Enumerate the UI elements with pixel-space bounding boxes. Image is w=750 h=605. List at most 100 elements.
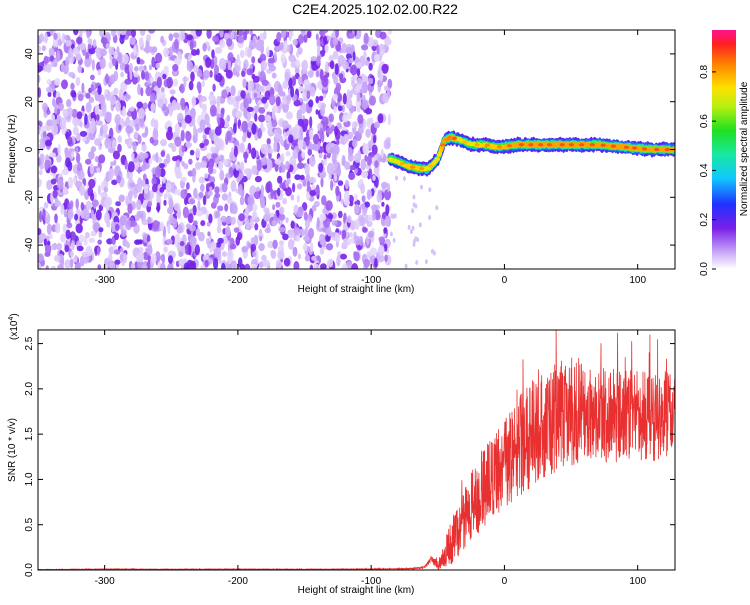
noise-blob xyxy=(278,213,286,221)
noise-blob xyxy=(156,194,160,203)
noise-blob xyxy=(251,56,256,64)
noise-blob xyxy=(292,149,298,158)
noise-blob xyxy=(341,42,347,54)
snr-series-line xyxy=(38,330,675,570)
noise-blob xyxy=(75,133,81,142)
noise-blob xyxy=(65,39,72,47)
noise-blob xyxy=(193,124,197,137)
noise-blob xyxy=(71,91,77,98)
x-tick-label: -300 xyxy=(95,275,115,286)
noise-blob xyxy=(136,56,141,65)
noise-region xyxy=(38,30,439,269)
noise-blob xyxy=(50,178,57,185)
noise-blob xyxy=(227,197,233,205)
noise-blob xyxy=(303,211,308,221)
noise-blob xyxy=(64,244,70,253)
noise-blob xyxy=(200,264,204,269)
noise-blob xyxy=(249,39,257,50)
noise-blob xyxy=(120,30,127,36)
noise-blob xyxy=(282,198,287,205)
noise-blob xyxy=(117,135,122,143)
noise-blob xyxy=(204,113,210,126)
noise-blob xyxy=(243,31,248,41)
ridge-peak xyxy=(518,143,525,147)
noise-blob xyxy=(379,31,387,40)
noise-blob xyxy=(225,226,231,237)
noise-blob xyxy=(170,181,176,194)
noise-blob xyxy=(235,164,240,171)
noise-blob xyxy=(256,159,262,172)
noise-blob xyxy=(288,31,292,41)
noise-blob xyxy=(316,53,321,64)
noise-blob xyxy=(107,147,116,154)
noise-blob xyxy=(373,53,380,62)
y-tick-label: 0.5 xyxy=(24,517,35,531)
noise-blob xyxy=(200,183,205,192)
noise-blob xyxy=(266,159,273,171)
noise-blob xyxy=(249,30,253,36)
noise-blob xyxy=(82,208,90,220)
noise-blob xyxy=(104,89,108,96)
snr-frame xyxy=(37,329,676,571)
noise-blob xyxy=(192,116,196,127)
noise-blob xyxy=(142,152,149,159)
noise-blob xyxy=(94,155,100,163)
noise-blob xyxy=(383,188,392,201)
noise-blob xyxy=(163,246,168,253)
noise-blob xyxy=(241,120,248,133)
noise-blob xyxy=(38,210,43,223)
noise-blob xyxy=(246,106,254,113)
x-tick-label: 0 xyxy=(502,576,508,587)
colorbar-tick-label: 0.8 xyxy=(699,64,710,78)
noise-blob xyxy=(319,170,327,179)
noise-blob xyxy=(267,57,276,64)
noise-blob xyxy=(120,227,127,237)
noise-blob xyxy=(118,194,125,203)
noise-blob xyxy=(349,164,357,171)
noise-blob xyxy=(90,192,95,202)
noise-blob xyxy=(323,154,327,161)
noise-blob xyxy=(271,72,277,79)
colorbar: 0.0 0.2 0.4 0.6 0.8 Normalized spectral ampl… xyxy=(699,30,750,276)
noise-blob xyxy=(155,165,161,178)
noise-blob xyxy=(44,160,49,171)
noise-blob xyxy=(365,108,373,115)
noise-blob xyxy=(85,92,91,99)
noise-blob xyxy=(235,95,243,102)
noise-blob xyxy=(190,49,198,56)
noise-blob xyxy=(186,60,194,72)
noise-blob xyxy=(342,93,347,105)
noise-blob xyxy=(146,201,153,207)
noise-blob xyxy=(193,187,198,199)
noise-blob xyxy=(229,151,236,162)
ridge-peak xyxy=(462,140,468,144)
noise-blob xyxy=(374,257,378,268)
noise-blob xyxy=(223,159,228,166)
noise-blob xyxy=(280,153,285,163)
noise-blob xyxy=(307,149,313,156)
noise-blob xyxy=(310,56,318,62)
noise-blob xyxy=(278,206,285,215)
noise-blob xyxy=(309,190,316,197)
noise-blob xyxy=(286,170,291,181)
noise-blob xyxy=(373,134,377,144)
noise-blob xyxy=(80,202,85,211)
noise-blob xyxy=(277,175,283,184)
noise-blob xyxy=(150,76,155,83)
noise-blob xyxy=(85,102,92,113)
ridge-peak xyxy=(641,147,648,151)
noise-blob xyxy=(226,249,234,262)
noise-blob xyxy=(368,77,374,85)
noise-blob xyxy=(160,262,166,269)
noise-blob xyxy=(219,169,225,181)
noise-blob xyxy=(259,53,267,62)
spectrogram-x-ticks: -300 -200 -100 0 100 xyxy=(95,30,646,286)
noise-blob xyxy=(215,210,221,218)
noise-blob xyxy=(64,34,71,41)
noise-blob xyxy=(194,244,200,256)
noise-blob xyxy=(97,239,102,245)
noise-blob xyxy=(168,255,173,264)
noise-blob xyxy=(124,78,132,85)
noise-blob xyxy=(90,146,97,153)
noise-blob xyxy=(217,237,224,244)
